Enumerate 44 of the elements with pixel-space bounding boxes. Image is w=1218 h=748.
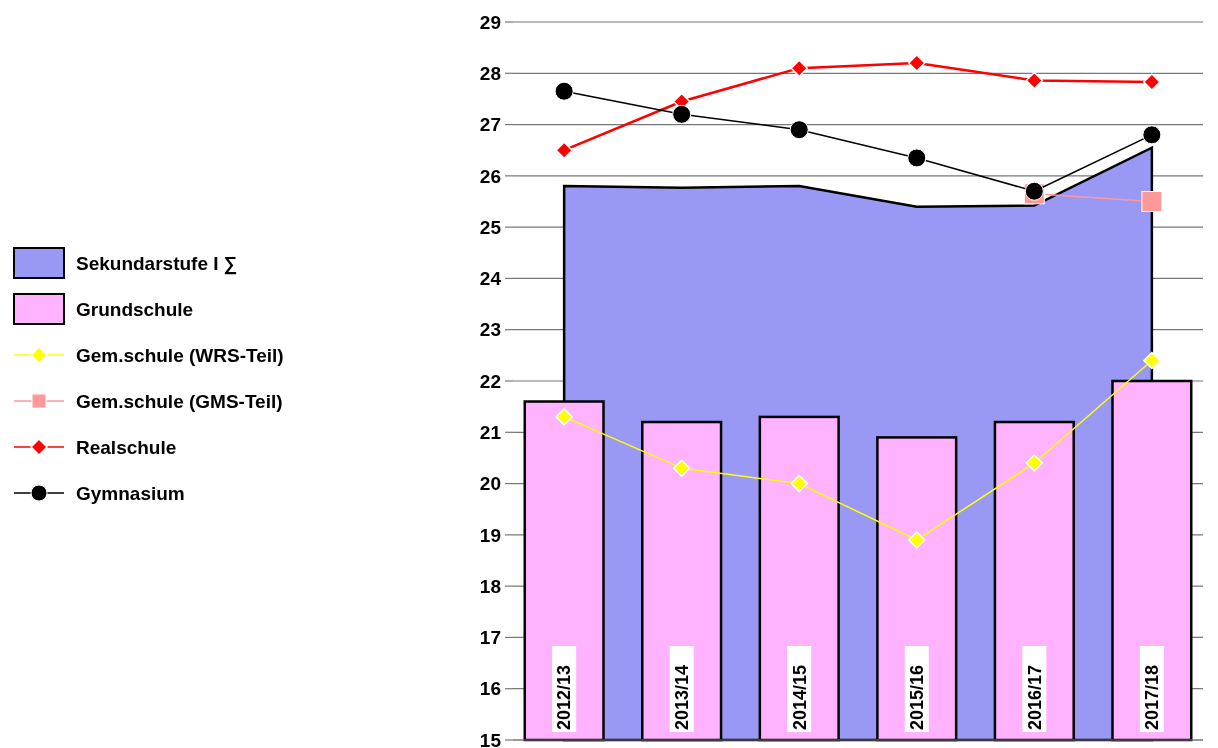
point — [672, 459, 691, 477]
point — [1142, 125, 1162, 145]
x-tick-label: 2017/18 — [1142, 664, 1163, 730]
y-tick-label: 22 — [479, 370, 501, 392]
y-tick-label: 23 — [479, 319, 501, 341]
y-tick-label: 27 — [479, 114, 501, 136]
point — [1141, 191, 1163, 212]
y-tick-label: 26 — [479, 165, 501, 187]
x-tick-label: 2013/14 — [671, 664, 692, 730]
legend-label: Gem.schule (WRS-Teil) — [76, 344, 284, 366]
y-tick-label: 19 — [479, 524, 501, 546]
legend-label: Gem.schule (GMS-Teil) — [76, 390, 283, 412]
legend-label: Gymnasium — [76, 482, 185, 504]
point — [1143, 73, 1161, 91]
point — [790, 474, 808, 493]
point — [908, 54, 926, 72]
y-tick-label: 18 — [479, 575, 501, 597]
point — [1025, 71, 1044, 90]
x-tick-label: 2014/15 — [789, 664, 810, 730]
point — [672, 104, 692, 124]
y-tick-label: 25 — [479, 216, 502, 238]
point — [790, 59, 808, 77]
x-tick-label: 2012/13 — [554, 664, 575, 730]
y-tick-label: 20 — [479, 473, 501, 495]
point — [1143, 351, 1161, 370]
y-tick-label: 28 — [479, 62, 501, 84]
y-tick-label: 21 — [479, 421, 502, 443]
y-tick-label: 16 — [479, 678, 501, 700]
x-tick-label: 2016/17 — [1024, 664, 1045, 730]
y-tick-label: 17 — [479, 627, 501, 649]
y-tick-label: 15 — [479, 729, 502, 748]
point — [1025, 454, 1044, 472]
y-tick-label: 24 — [479, 268, 502, 290]
point — [555, 141, 573, 159]
legend-label: Realschule — [76, 436, 177, 458]
point — [907, 148, 927, 168]
legend-label: Grundschule — [76, 298, 194, 320]
point — [789, 120, 809, 140]
x-tick-label: 2015/16 — [907, 664, 928, 730]
legend-label: Sekundarstufe I ∑ — [76, 252, 238, 275]
y-tick-label: 29 — [479, 11, 501, 33]
point — [908, 531, 926, 549]
point — [555, 408, 573, 426]
point — [554, 81, 574, 101]
